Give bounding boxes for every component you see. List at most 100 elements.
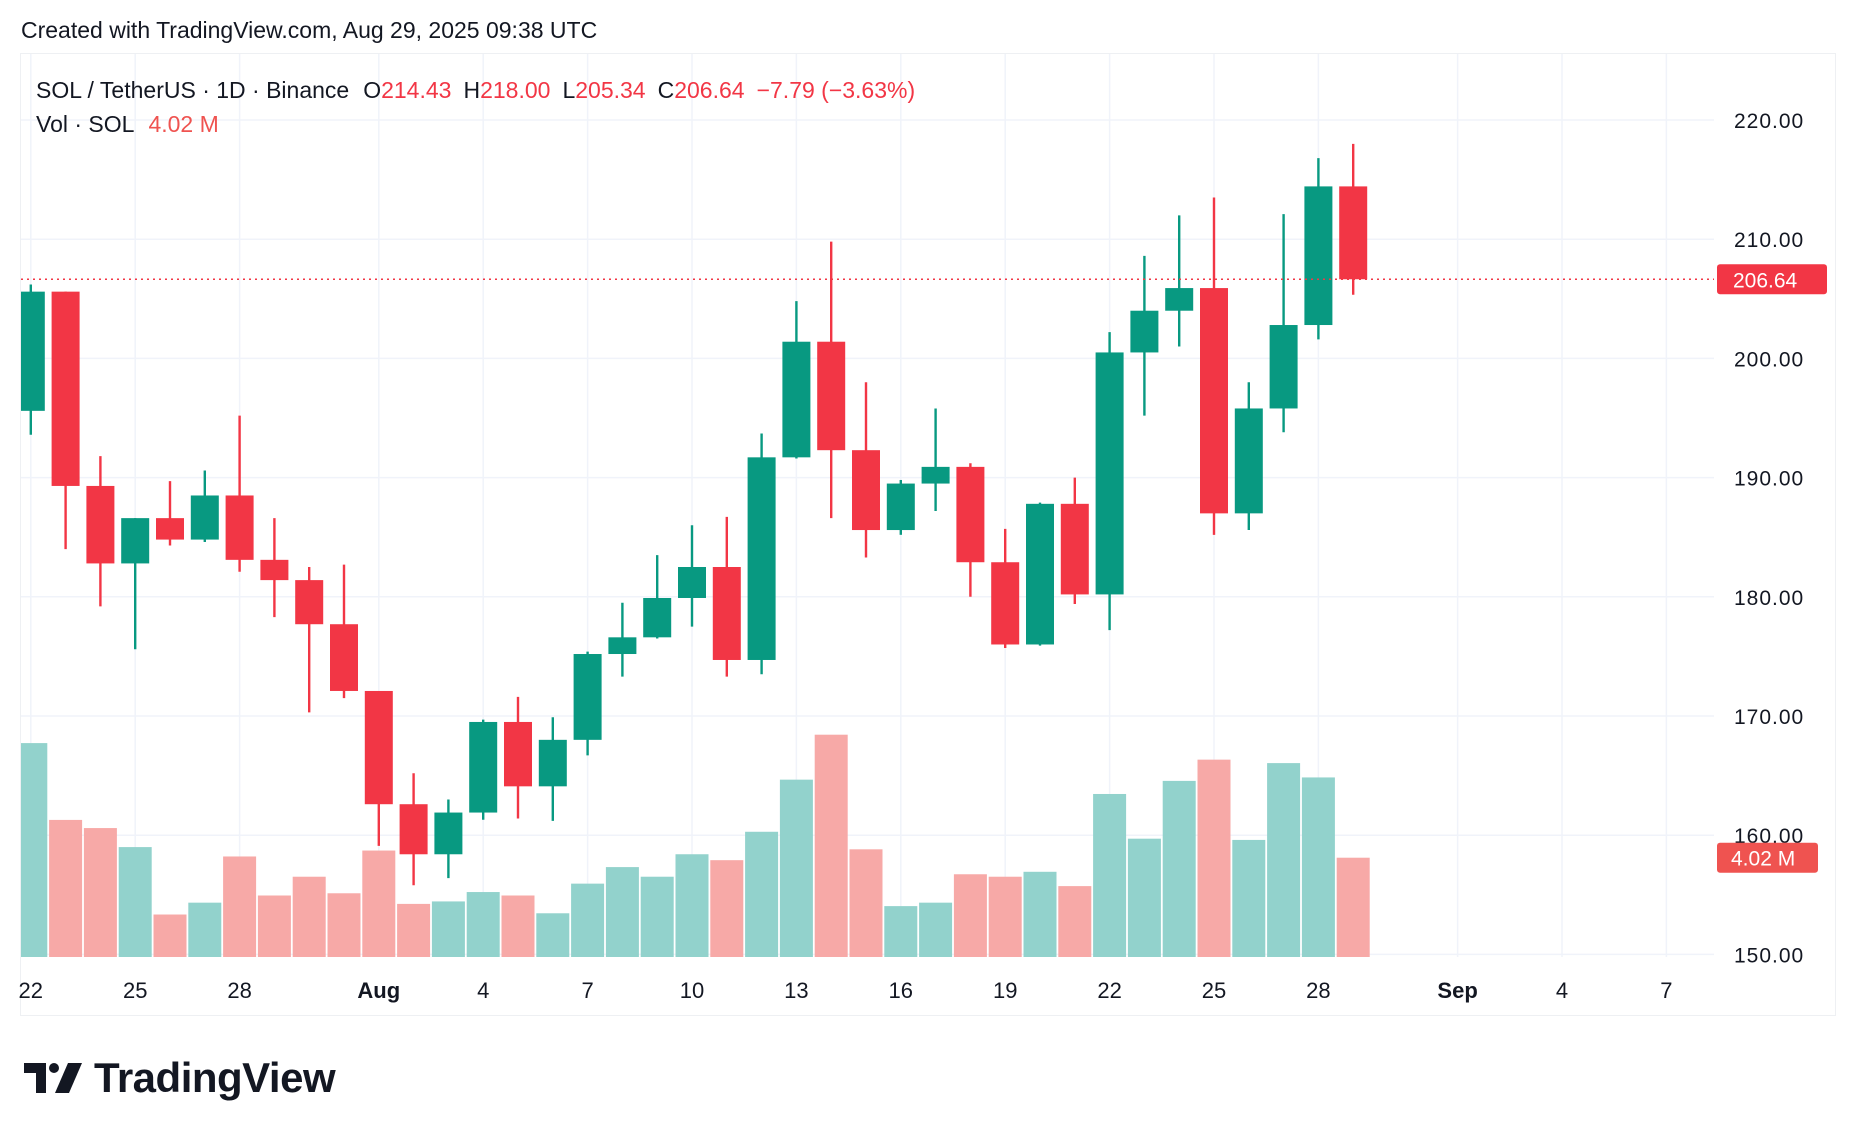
high-key: H [463, 77, 481, 103]
volume-bar [1023, 871, 1057, 957]
time-tick-label: 19 [993, 978, 1017, 1003]
volume-bar [1058, 886, 1092, 957]
candle-body [469, 721, 498, 813]
price-tick-label: 220.00 [1734, 110, 1804, 133]
volume-bar [501, 895, 535, 957]
legend: SOL / TetherUS · 1D · Binance O214.43 H218… [36, 73, 927, 141]
candle-body [21, 291, 45, 411]
volume-bar [814, 734, 848, 957]
time-tick-label: 22 [1097, 978, 1121, 1003]
volume-bar [1301, 777, 1335, 957]
legend-price-row: SOL / TetherUS · 1D · Binance O214.43 H218… [36, 73, 927, 107]
volume-bar [675, 854, 709, 957]
volume-bar [327, 893, 361, 957]
time-tick-label: 16 [889, 978, 913, 1003]
candle-body [712, 567, 741, 660]
volume-bar [988, 876, 1022, 957]
volume-label[interactable]: Vol · SOL [36, 111, 135, 137]
volume-bar [188, 902, 222, 957]
volume-bar [710, 860, 744, 957]
candle-body [921, 466, 950, 484]
volume-bar [745, 831, 779, 957]
symbol-label[interactable]: SOL / TetherUS · 1D · Binance [36, 77, 350, 103]
time-tick-label: 4 [1556, 978, 1568, 1003]
volume-bar [1232, 839, 1266, 957]
candle-body [1165, 288, 1194, 311]
candle-body [956, 466, 985, 563]
price-axis[interactable]: 220.00 210.00 200.00 190.00 180.00 170.00 160.… [1734, 110, 1804, 967]
volume-bar [362, 850, 396, 957]
candle-body [1304, 186, 1333, 326]
volume-bars [21, 734, 1370, 957]
candle-body [399, 804, 428, 855]
time-tick-label: 22 [19, 978, 43, 1003]
chart-panel[interactable] [20, 53, 1836, 1016]
volume-bar [431, 901, 465, 957]
time-tick-label: 25 [1202, 978, 1226, 1003]
candle-body [86, 485, 115, 564]
volume-bar [21, 743, 48, 957]
tradingview-logo-icon [24, 1063, 82, 1093]
price-tick-label: 150.00 [1734, 944, 1804, 967]
price-tick-label: 180.00 [1734, 587, 1804, 610]
volume-bar [1162, 780, 1196, 957]
tradingview-logo-text: TradingView [94, 1054, 336, 1101]
price-tick-label: 210.00 [1734, 229, 1804, 252]
volume-bar [466, 892, 500, 957]
time-axis[interactable]: 22 25 28 Aug 4 7 10 13 16 19 22 25 28 Sep 4 7 [19, 978, 1673, 1003]
candle-body [782, 341, 811, 458]
candle-body [51, 291, 80, 486]
low-value: 205.34 [575, 77, 646, 103]
close-key: C [657, 77, 675, 103]
candle-body [190, 495, 219, 540]
volume-bar [884, 906, 918, 957]
volume-bar [292, 876, 326, 957]
candle-body [747, 457, 776, 660]
volume-bar [605, 867, 639, 957]
volume-bar [257, 895, 291, 957]
candle-body [678, 567, 706, 598]
candle-body [608, 637, 637, 655]
close-value: 206.64 [674, 77, 745, 103]
candle-body [817, 341, 846, 451]
time-tick-label: 25 [123, 978, 147, 1003]
tradingview-logo[interactable]: TradingView [24, 1054, 336, 1102]
volume-bar [640, 876, 674, 957]
candle-body [1200, 288, 1228, 514]
candle-body [1060, 503, 1089, 595]
time-tick-label: 7 [1660, 978, 1672, 1003]
time-tick-label: Aug [357, 978, 400, 1003]
volume-bar [953, 874, 987, 957]
candle-body [330, 624, 358, 691]
volume-bar [118, 847, 152, 957]
volume-bar [49, 819, 83, 957]
candle-body [852, 450, 880, 531]
candle-body [1130, 310, 1159, 353]
volume-bar [571, 883, 605, 957]
candle-body [643, 597, 672, 638]
candle-body [991, 562, 1020, 645]
candle-body [434, 812, 463, 855]
time-tick-label: 28 [1306, 978, 1330, 1003]
volume-value: 4.02 M [148, 111, 219, 137]
high-value: 218.00 [480, 77, 551, 103]
time-tick-label: 10 [680, 978, 704, 1003]
candle-body [156, 518, 184, 540]
low-key: L [562, 77, 576, 103]
created-with-caption: Created with TradingView.com, Aug 29, 20… [21, 17, 598, 43]
open-key: O [363, 77, 382, 103]
time-tick-label: Sep [1437, 978, 1477, 1003]
candle-body [121, 518, 150, 564]
volume-bar [1093, 793, 1127, 957]
volume-bar [1127, 838, 1161, 957]
price-tick-label: 160.00 [1734, 825, 1804, 848]
volume-bar [1197, 759, 1231, 957]
volume-bar [919, 902, 953, 957]
last-price-badge: 206.64 [1717, 264, 1827, 295]
candle-body [295, 580, 324, 625]
volume-bar [83, 828, 117, 957]
price-tick-label: 200.00 [1734, 348, 1804, 371]
candle-body [1234, 408, 1263, 514]
time-tick-label: 4 [477, 978, 489, 1003]
